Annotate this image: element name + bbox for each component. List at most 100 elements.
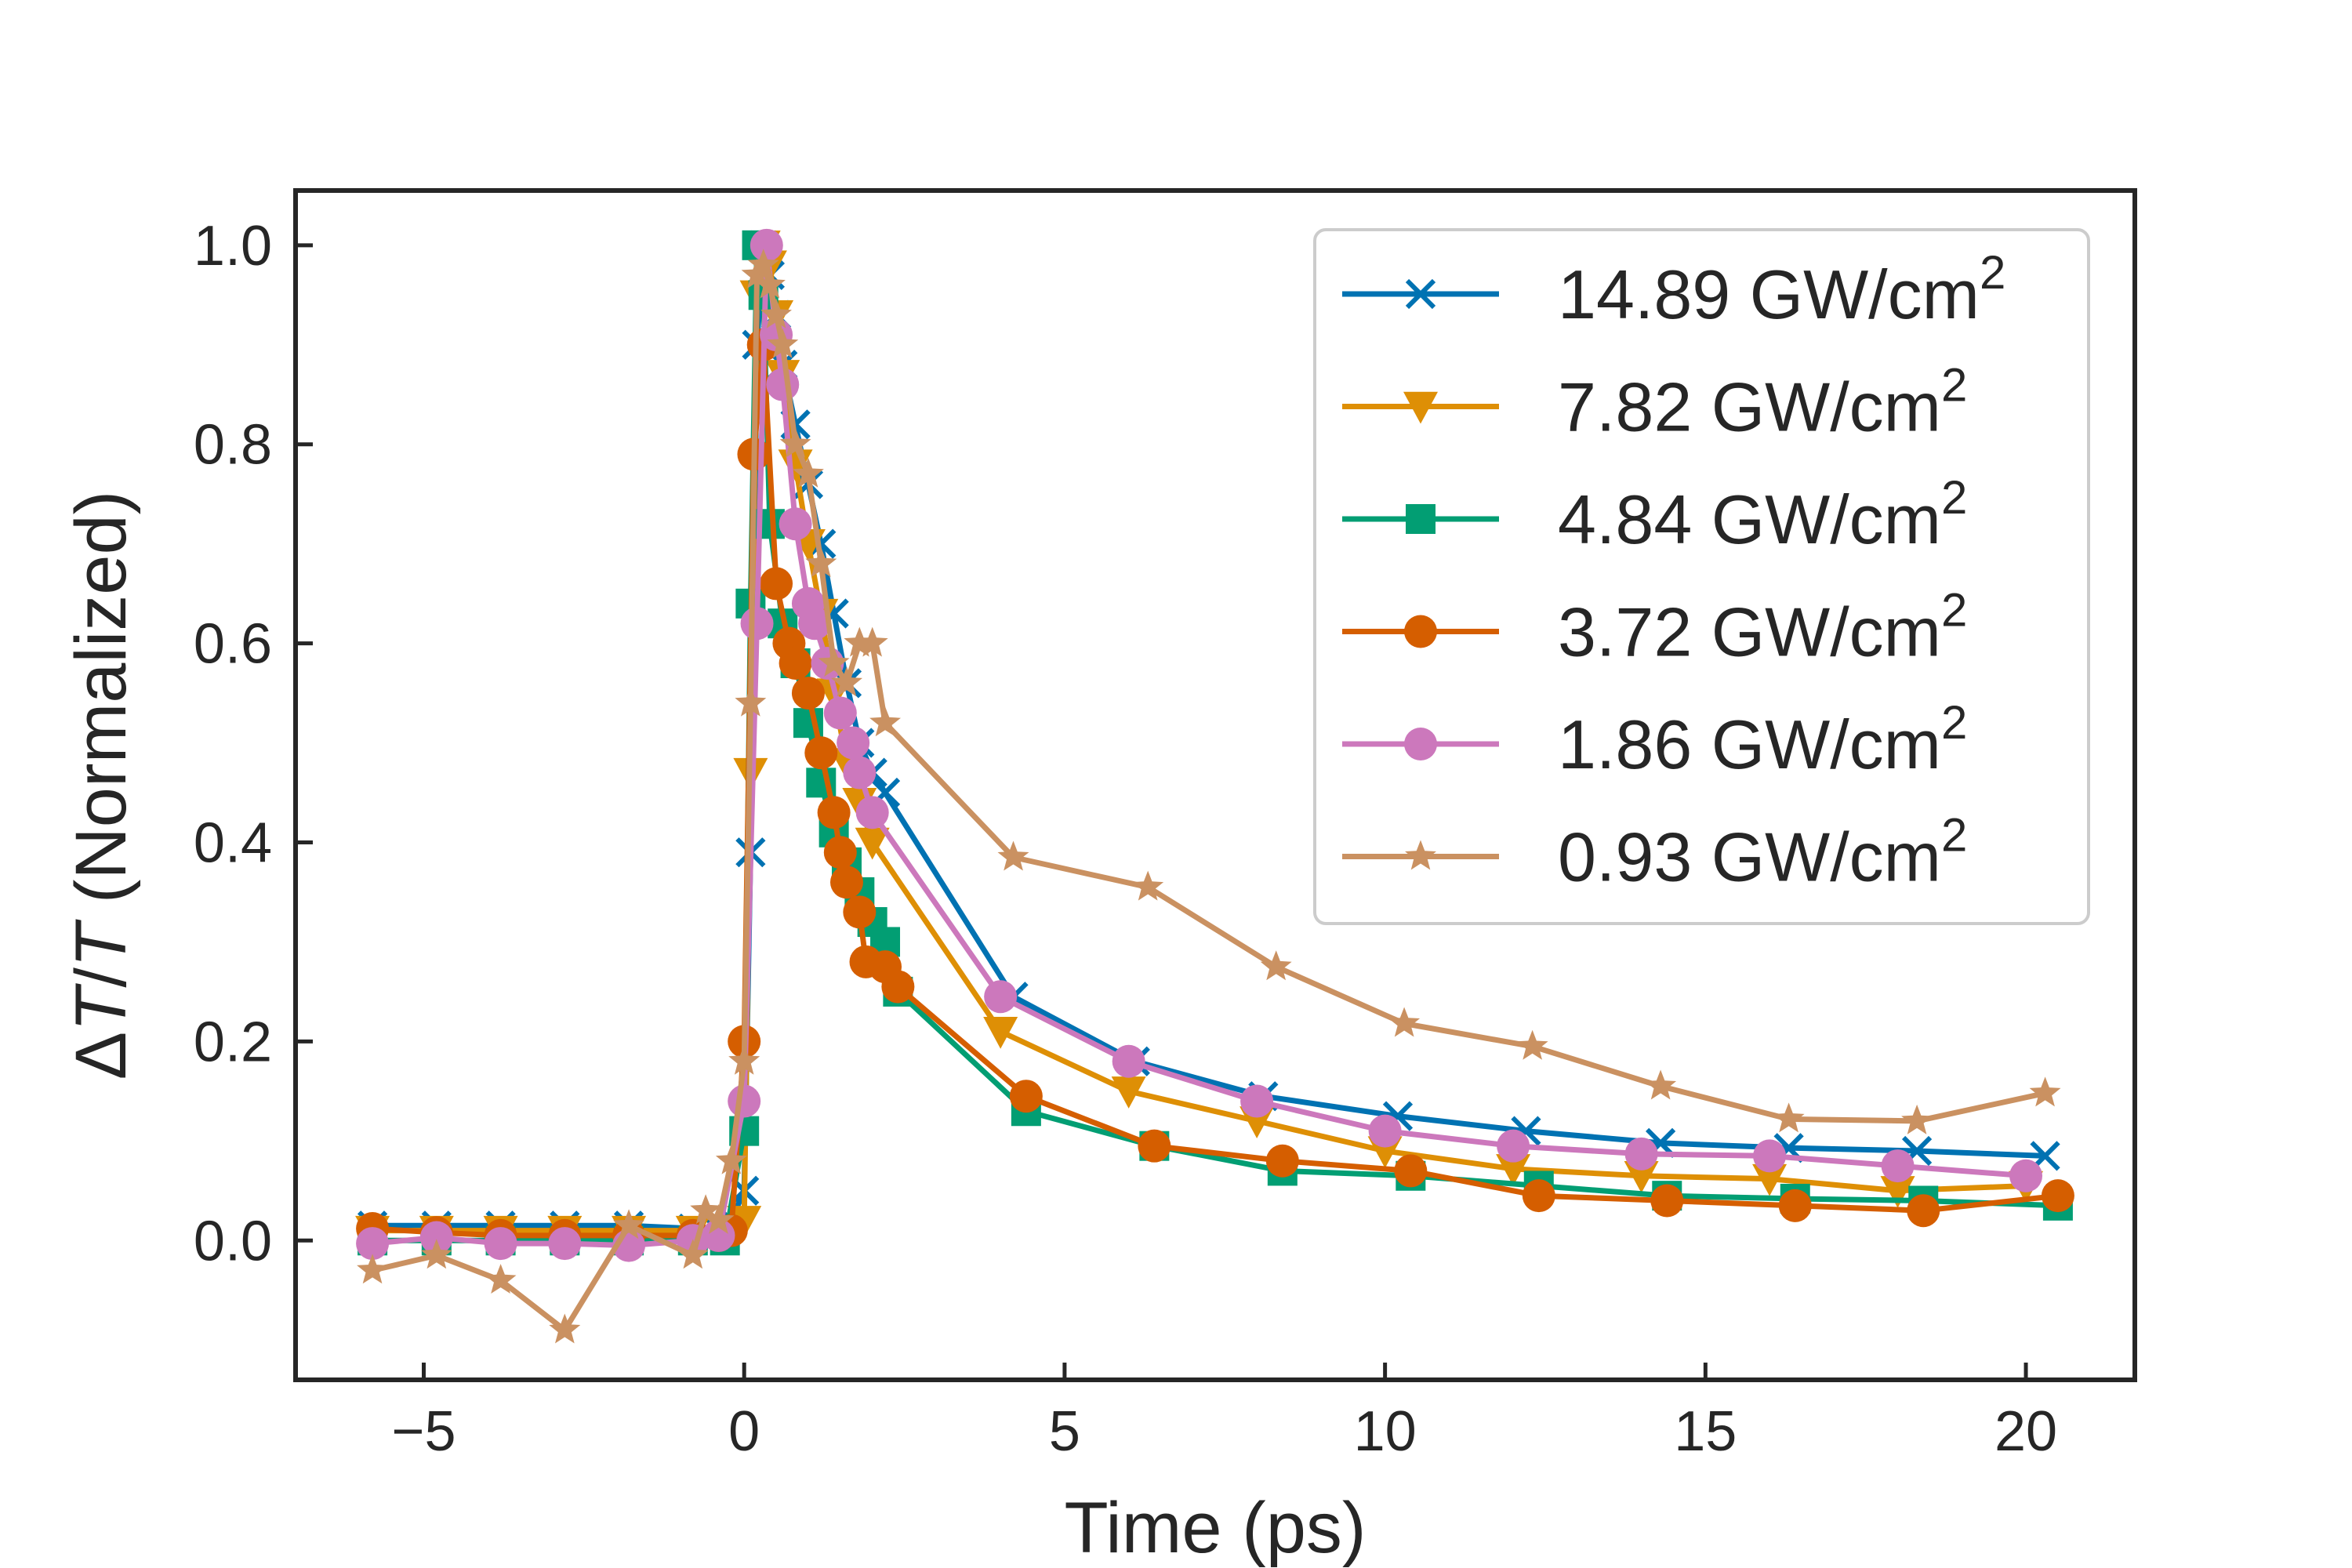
data-point [1009, 1080, 1043, 1113]
data-point [1265, 1144, 1299, 1178]
data-point [779, 507, 812, 541]
data-point [1881, 1149, 1915, 1183]
data-point [750, 228, 783, 262]
x-tick-label: −5 [391, 1400, 456, 1463]
y-axis-title-t1: T [61, 983, 141, 1032]
legend-swatch-marker [1403, 391, 1438, 424]
legend-label-text: 0.93 GW/cm [1558, 818, 1941, 896]
data-point [997, 840, 1029, 871]
data-point [984, 980, 1018, 1014]
data-point [793, 457, 824, 488]
legend-label-text: 7.82 GW/cm [1558, 368, 1941, 446]
data-point [817, 796, 851, 829]
data-point [1132, 870, 1164, 901]
data-point [740, 607, 774, 641]
data-point [1394, 1154, 1428, 1188]
data-point [818, 647, 850, 677]
data-point [1880, 1176, 1915, 1208]
data-point [728, 1044, 760, 1075]
data-point [1901, 1104, 1933, 1134]
marker-stroke [1405, 278, 1436, 310]
data-point [2009, 1159, 2043, 1192]
data-point [767, 328, 799, 358]
legend-label: 1.86 GW/cm2 [1558, 696, 1967, 783]
data-point [829, 866, 863, 899]
y-axis-title: ΔT/T (Normalized) [61, 491, 141, 1080]
data-point [735, 686, 767, 717]
data-point [798, 607, 832, 641]
data-point [702, 1203, 735, 1234]
legend-label-superscript: 2 [1941, 584, 1967, 637]
series-5 [357, 249, 2061, 1344]
data-point [1516, 1029, 1548, 1060]
data-point [2029, 1076, 2061, 1107]
legend-swatch-marker [1404, 615, 1437, 648]
legend-label: 4.84 GW/cm2 [1558, 471, 1967, 558]
data-point [766, 368, 800, 401]
legend-item-5: 0.93 GW/cm2 [1342, 809, 1967, 896]
legend-item-2: 4.84 GW/cm2 [1342, 471, 1967, 558]
legend-label-text: 14.89 GW/cm [1558, 256, 1980, 333]
y-axis-title-rest: (Normalized) [61, 491, 141, 924]
x-tick-label: 15 [1674, 1400, 1737, 1463]
data-point [613, 1209, 644, 1240]
data-point [1496, 1154, 1531, 1186]
legend-item-0: 14.89 GW/cm2 [1342, 246, 2005, 333]
data-point [804, 736, 838, 770]
data-point [1388, 1007, 1421, 1037]
y-tick-label: 1.0 [194, 215, 272, 278]
data-point [856, 626, 888, 657]
y-tick-label: 0.4 [194, 811, 272, 874]
data-point [837, 726, 870, 760]
data-point [1522, 1179, 1555, 1213]
data-point [823, 836, 857, 869]
legend-item-4: 1.86 GW/cm2 [1342, 696, 1967, 783]
legend-label-superscript: 2 [1980, 246, 2005, 299]
y-axis-title-t2: T [61, 919, 141, 967]
data-point [357, 1254, 389, 1284]
legend-item-3: 3.72 GW/cm2 [1342, 584, 1967, 671]
data-point [869, 706, 901, 737]
data-point [791, 677, 825, 710]
data-point [1753, 1139, 1787, 1173]
data-point [753, 268, 786, 299]
y-tick-label: 0.0 [194, 1210, 272, 1272]
legend-swatch-marker [1405, 278, 1436, 310]
legend-label: 7.82 GW/cm2 [1558, 359, 1967, 446]
series-layer [355, 228, 2074, 1344]
data-point [1497, 1129, 1530, 1163]
data-point [779, 646, 812, 680]
legend-item-1: 7.82 GW/cm2 [1342, 359, 1967, 446]
data-point [831, 666, 862, 697]
data-point [420, 1239, 452, 1269]
data-point [1624, 1161, 1659, 1193]
data-point [747, 249, 779, 279]
x-tick-label: 0 [728, 1400, 760, 1463]
data-point [805, 547, 837, 577]
data-point [1624, 1137, 1658, 1171]
data-point [715, 1144, 747, 1174]
legend-label-superscript: 2 [1941, 359, 1967, 412]
data-point [548, 1227, 582, 1261]
data-point [844, 626, 876, 657]
data-point [1907, 1194, 1940, 1228]
x-axis-title: Time (ps) [1064, 1488, 1366, 1568]
data-point [484, 1227, 517, 1261]
data-point [1752, 1163, 1788, 1196]
x-tick-label: 20 [1994, 1400, 2057, 1463]
legend-label: 14.89 GW/cm2 [1558, 246, 2005, 333]
y-axis-title-slash: / [61, 967, 141, 988]
legend-label-text: 4.84 GW/cm [1558, 481, 1941, 558]
y-tick-label: 0.8 [194, 414, 272, 477]
data-point [485, 1264, 517, 1294]
data-point [843, 756, 877, 789]
legend-swatch-marker [1405, 840, 1436, 870]
data-point [855, 827, 890, 860]
x-tick-label: 10 [1354, 1400, 1417, 1463]
data-point [1138, 1129, 1171, 1163]
data-point [1778, 1189, 1812, 1222]
legend-swatch-marker [1406, 504, 1436, 534]
data-point [549, 1313, 581, 1344]
